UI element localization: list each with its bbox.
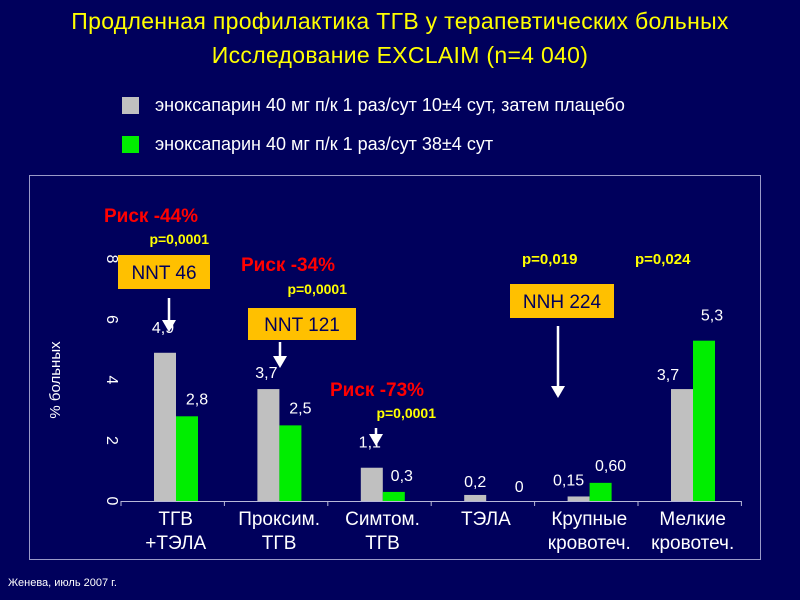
x-category-label: +ТЭЛА: [145, 533, 206, 554]
legend-label-series-1: эноксапарин 40 мг п/к 1 раз/сут 10±4 сут…: [155, 94, 625, 115]
x-category-label: Проксим.: [238, 509, 320, 530]
bar-grey-4: [464, 494, 487, 501]
x-category-label: Крупные: [551, 509, 627, 530]
bar-chart: % больных024684,92,8ТГВ+ТЭЛА3,72,5Прокси…: [47, 206, 742, 554]
x-category-label: кровотеч.: [548, 533, 631, 554]
data-label-green: 5,3: [701, 308, 723, 325]
legend-item-series-1: эноксапарин 40 мг п/к 1 раз/сут 10±4 сут…: [122, 94, 625, 116]
bar-grey-5: [567, 496, 590, 501]
x-category-label: Симтом.: [345, 509, 420, 530]
nnh-box-5-bg: [510, 284, 614, 318]
data-label-grey: 3,7: [657, 367, 679, 384]
data-label-green: 0: [515, 479, 524, 496]
p-value-3: p=0,0001: [376, 405, 436, 421]
data-label-grey: 0,15: [553, 472, 584, 489]
nnh-box-5: NNH 224: [523, 292, 602, 313]
footer-note: Женева, июль 2007 г.: [8, 577, 117, 589]
y-axis-label: % больных: [47, 341, 64, 419]
y-tick-label: 4: [103, 376, 120, 385]
data-label-grey: 3,7: [255, 365, 277, 382]
nnt-box-1: NNT 46: [131, 263, 196, 284]
data-label-green: 0,3: [391, 468, 413, 485]
bar-grey-3: [360, 467, 383, 501]
x-category-label: ТГВ: [365, 533, 400, 554]
arrow-1-head: [162, 320, 176, 332]
p-value-2: p=0,0001: [287, 281, 347, 297]
arrow-3-head: [369, 434, 383, 446]
p-value-4: p=0,019: [522, 251, 577, 268]
slide-title-line-1: Продленная профилактика ТГВ у терапевтич…: [71, 8, 729, 34]
slide-title-line-2: Исследование EXCLAIM (n=4 040): [211, 42, 589, 68]
arrow-2-head: [273, 356, 287, 368]
bar-green-1: [176, 416, 198, 501]
p-value-1: p=0,0001: [149, 231, 209, 247]
p-value-5: p=0,024: [635, 251, 691, 268]
data-label-grey: 0,2: [464, 474, 486, 491]
y-tick-label: 6: [103, 315, 120, 324]
bar-green-6: [693, 340, 715, 501]
y-tick-label: 8: [103, 255, 120, 264]
x-category-label: ТГВ: [158, 509, 193, 530]
nnt-box-2-bg: [248, 308, 356, 340]
bar-grey-6: [671, 389, 693, 501]
bar-green-5: [589, 482, 612, 501]
y-tick-label: 2: [103, 436, 120, 445]
data-label-green: 2,5: [289, 400, 311, 417]
y-tick-label: 0: [103, 497, 120, 506]
x-category-label: кровотеч.: [651, 533, 734, 554]
data-label-green: 0,60: [595, 458, 626, 475]
chart-frame: % больных 0 2 4 6 8 4,9 2,8 ТГВ +ТЭЛА 3,7 2,5 Прокси…: [29, 175, 761, 560]
nnt-box-2: NNT 121: [264, 315, 340, 336]
x-category-label: Мелкие: [659, 509, 726, 530]
bar-grey-2: [257, 389, 280, 501]
x-category-label: ТГВ: [262, 533, 297, 554]
legend-label-series-2: эноксапарин 40 мг п/к 1 раз/сут 38±4 сут: [155, 133, 494, 154]
nnt-box-1-bg: [118, 255, 210, 289]
legend-item-series-2: эноксапарин 40 мг п/к 1 раз/сут 38±4 сут: [122, 133, 493, 155]
arrow-5-head: [551, 386, 565, 398]
data-label-green: 2,8: [186, 391, 208, 408]
bar-grey-1: [154, 352, 176, 501]
risk-label-3: Риск -73%: [330, 380, 424, 401]
legend-swatch-green: [122, 135, 139, 153]
x-category-label: ТЭЛА: [461, 509, 511, 530]
bar-green-2: [279, 425, 302, 501]
risk-label-2: Риск -34%: [241, 255, 335, 276]
legend-swatch-grey: [122, 96, 139, 114]
risk-label-1: Риск -44%: [104, 206, 198, 227]
bar-green-3: [382, 491, 405, 501]
